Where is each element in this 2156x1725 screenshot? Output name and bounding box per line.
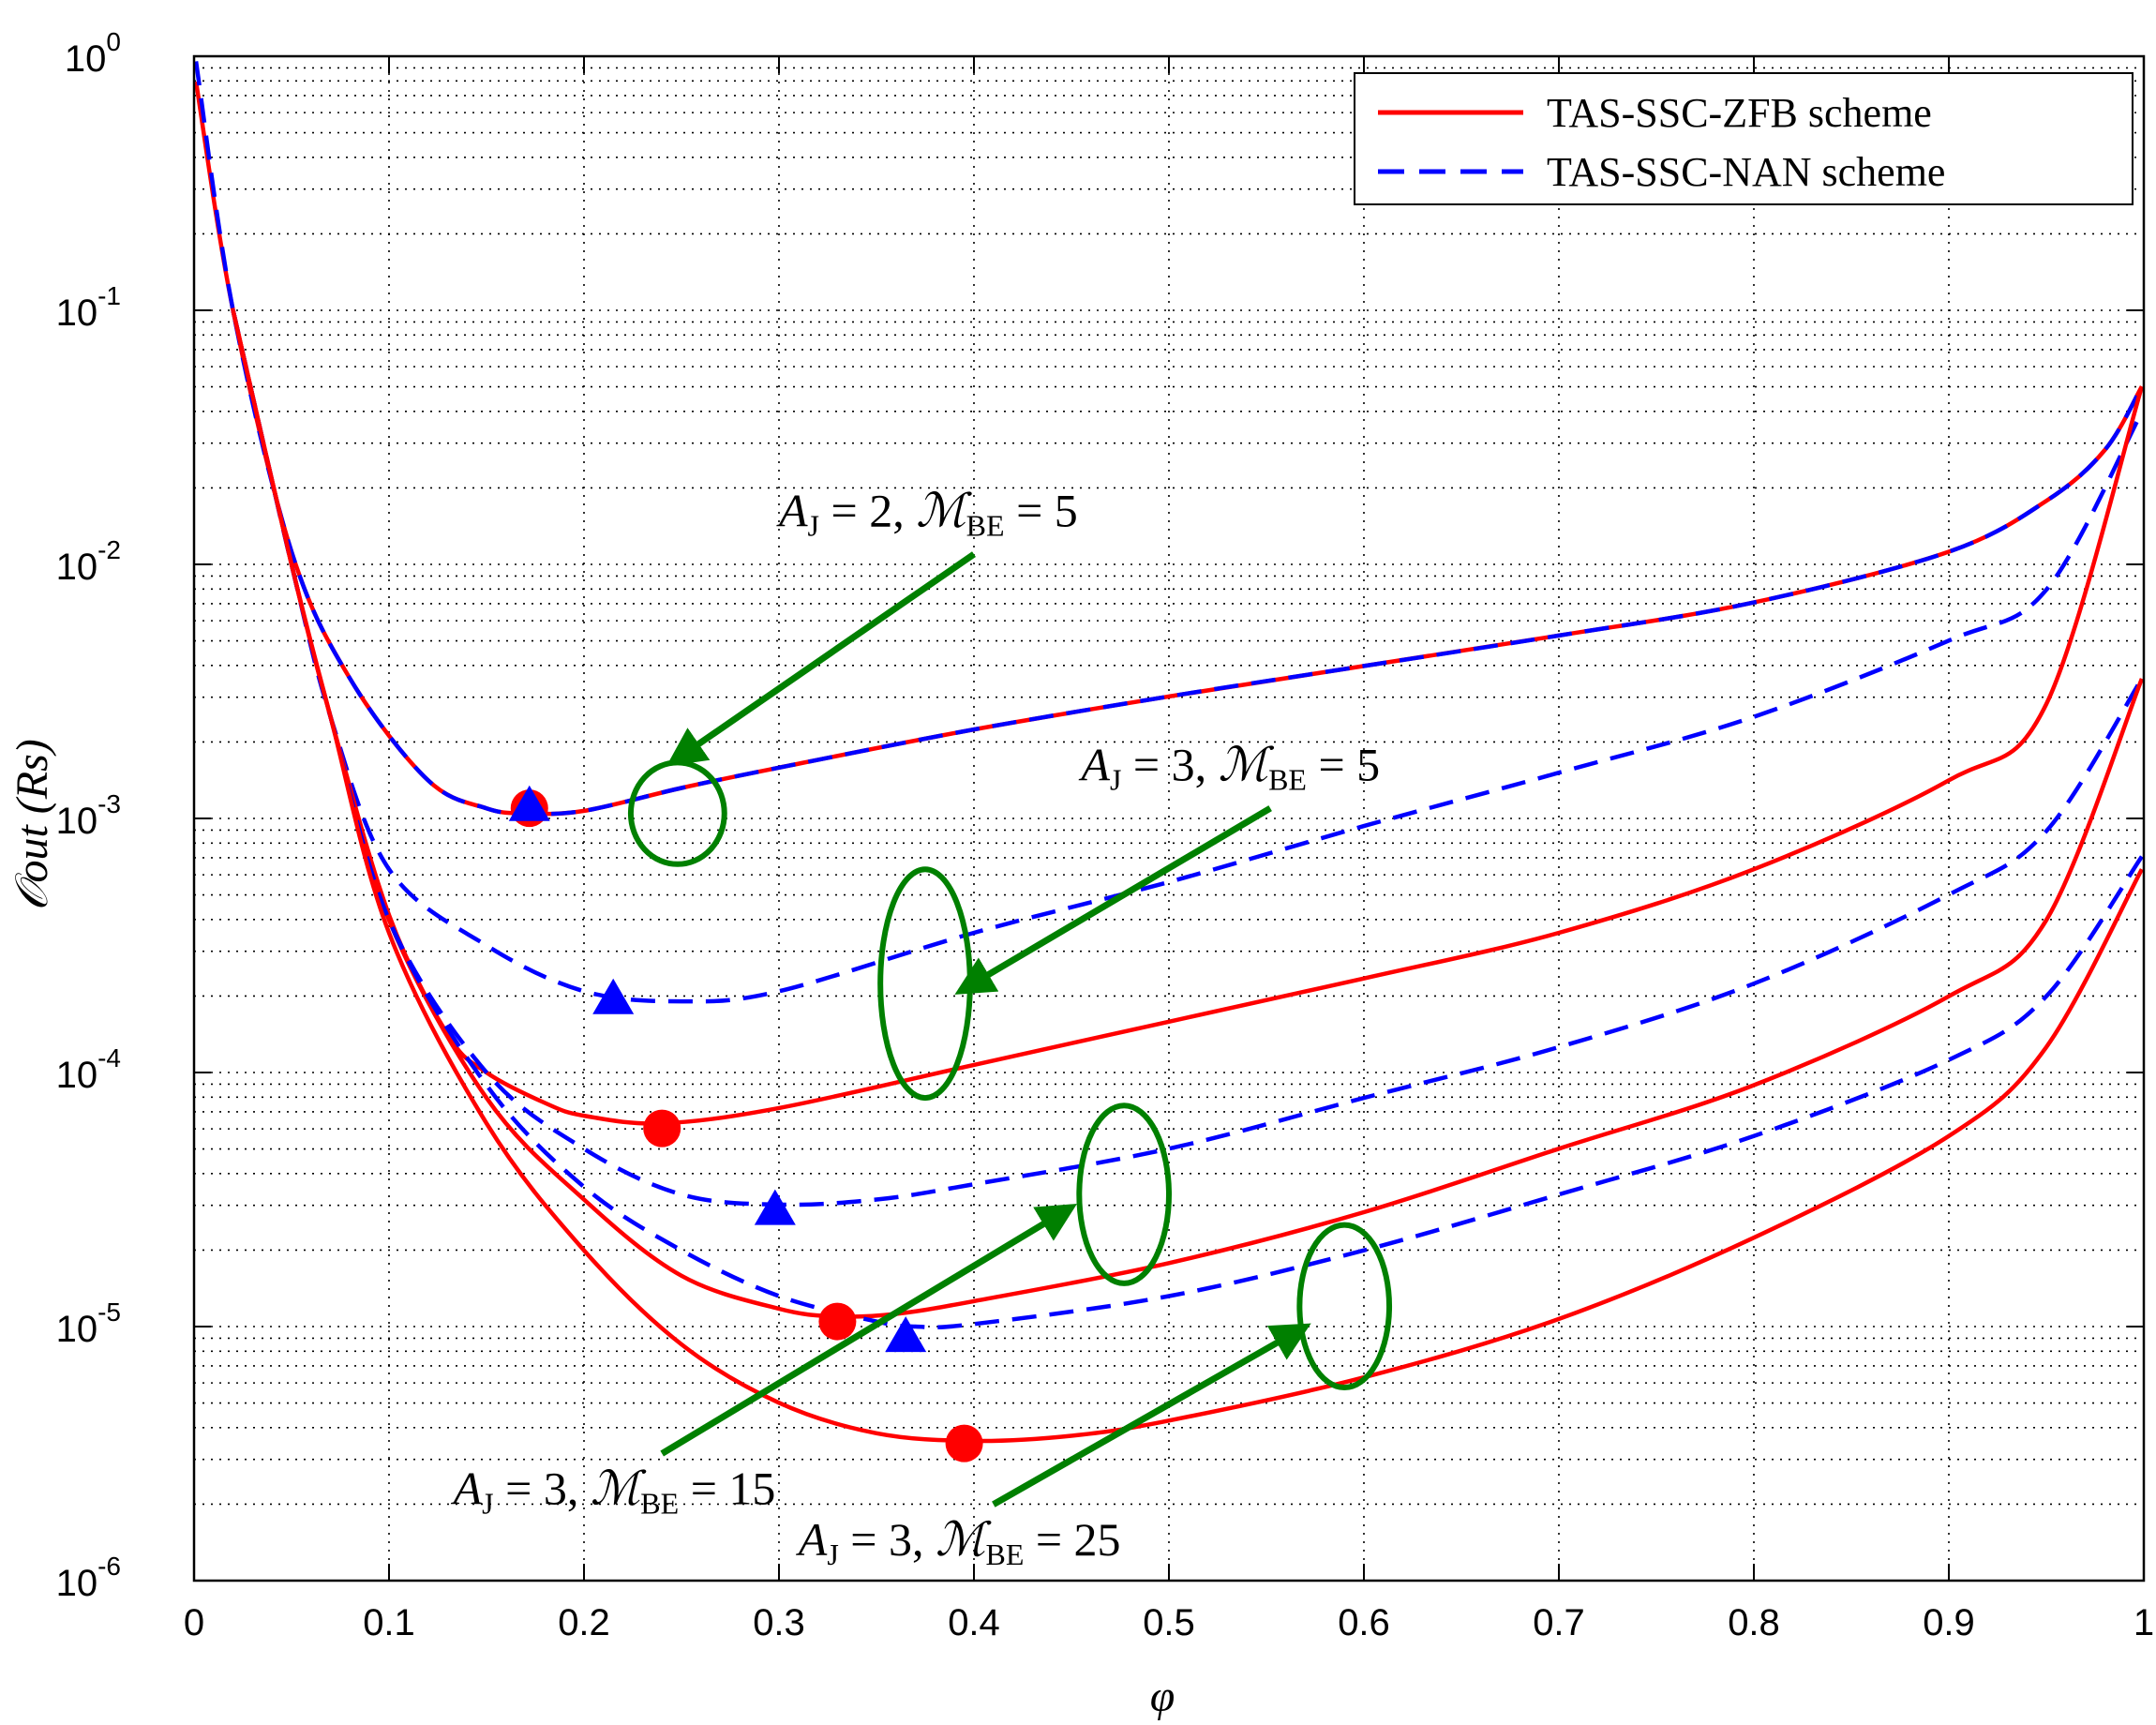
zfb-optimal-marker: [643, 1109, 681, 1148]
annotation-arrow: [666, 551, 976, 767]
x-tick-label: 0.4: [948, 1602, 1000, 1643]
zfb-series-line: [231, 309, 2144, 1444]
x-tick-label: 0.8: [1728, 1602, 1780, 1643]
x-tick-label: 1: [2134, 1602, 2154, 1643]
annotation-arrow: [954, 805, 1272, 995]
y-axis-label: 𝒪out (Rs): [7, 739, 57, 911]
nan-optimal-marker: [754, 1189, 796, 1225]
legend-label-nan: TAS-SSC-NAN scheme: [1547, 149, 1945, 195]
x-tick-label: 0.5: [1143, 1602, 1195, 1643]
annotations: AJ = 2, ℳBE = 5 AJ = 3, ℳBE = 5 AJ = 3, ℳB…: [451, 484, 1393, 1571]
legend: TAS-SSC-ZFB scheme TAS-SSC-NAN scheme: [1354, 72, 2134, 205]
x-tick-label: 0.6: [1338, 1602, 1390, 1643]
zfb-series-line: [231, 309, 2144, 1126]
annotation-arrow: [660, 1204, 1077, 1457]
x-tick-label: 0.1: [363, 1602, 415, 1643]
x-tick-label: 0.2: [558, 1602, 610, 1643]
annotation-label: AJ = 2, ℳBE = 5: [776, 484, 1078, 542]
annotation-label: AJ = 3, ℳBE = 5: [1078, 738, 1380, 796]
zfb-optimal-marker: [818, 1302, 857, 1341]
annotation-label: AJ = 3, ℳBE = 15: [451, 1462, 776, 1521]
grid: [194, 56, 2144, 1581]
nan-optimal-marker: [592, 978, 635, 1014]
legend-label-zfb: TAS-SSC-ZFB scheme: [1547, 90, 1932, 136]
nan-optimal-marker: [885, 1316, 927, 1353]
optimal-markers: [508, 785, 983, 1462]
x-tick-labels: 0 0.1 0.2 0.3 0.4 0.5 0.6 0.7 0.8 0.9 1: [184, 56, 2154, 1643]
x-axis-label: φ: [1150, 1672, 1175, 1721]
annotation-arrow: [992, 1323, 1311, 1508]
annotation-label: AJ = 3, ℳBE = 25: [796, 1513, 1121, 1571]
zfb-optimal-marker: [945, 1424, 983, 1462]
x-tick-label: 0.3: [753, 1602, 805, 1643]
nan-optimal-marker: [508, 785, 550, 821]
annotation-ellipse: [1296, 1222, 1393, 1391]
x-tick-label: 0: [184, 1602, 204, 1643]
legend-box: [1354, 72, 2134, 205]
nan-series-line: [194, 61, 2144, 817]
annotation-ellipse: [1076, 1102, 1173, 1286]
series-layer: [194, 61, 2144, 1444]
x-tick-label: 0.9: [1923, 1602, 1975, 1643]
x-tick-label: 0.7: [1533, 1602, 1585, 1643]
